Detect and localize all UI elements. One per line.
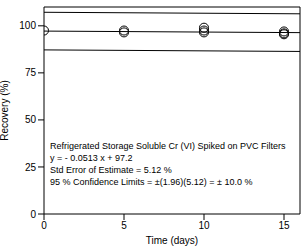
svg-text:75: 75 (25, 67, 37, 78)
svg-text:5: 5 (121, 220, 127, 231)
html-text:Std Error of Estimate = 5.12 %: Std Error of Estimate = 5.12 % (50, 165, 172, 175)
svg-text:25: 25 (25, 162, 37, 173)
svg-text:100: 100 (19, 20, 36, 31)
svg-text:Recovery (%): Recovery (%) (8, 80, 10, 141)
svg-text:50: 50 (25, 114, 37, 125)
svg-text:10: 10 (198, 220, 210, 231)
svg-text:Time (days): Time (days) (146, 235, 198, 246)
svg-text:0: 0 (30, 209, 36, 220)
svg-text:15: 15 (278, 220, 290, 231)
html-text:95 % Confidence Limits = ±(1.9: 95 % Confidence Limits = ±(1.96)(5.12) =… (50, 177, 253, 187)
html-text:y = - 0.0513 x + 97.2: y = - 0.0513 x + 97.2 (50, 153, 133, 163)
html-text:Refrigerated Storage Soluble C: Refrigerated Storage Soluble Cr (VI) Spi… (50, 141, 286, 151)
svg-text:0: 0 (41, 220, 47, 231)
